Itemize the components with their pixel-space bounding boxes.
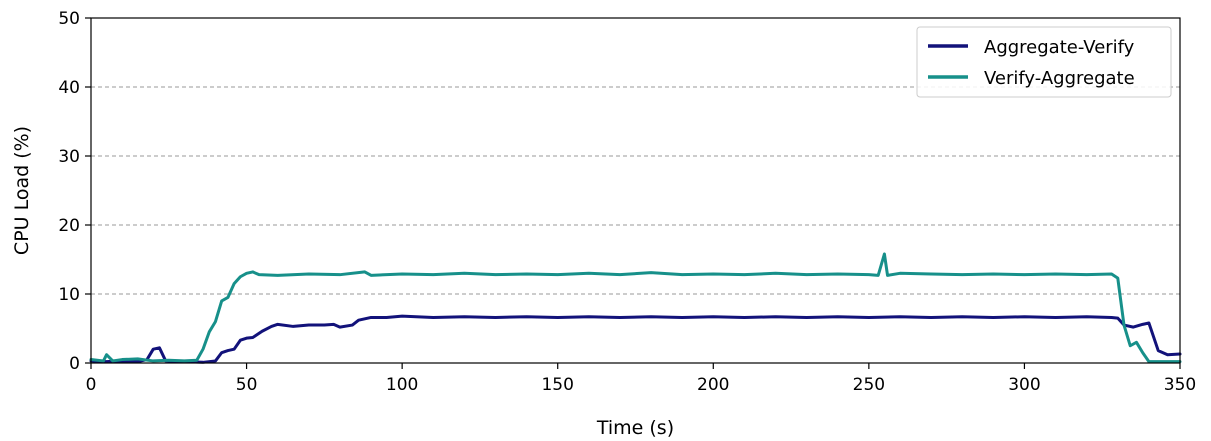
x-tick-label-100: 100 <box>386 375 418 395</box>
tick-labels: 0 50 100 150 200 250 300 350 0 10 20 30 40 50 <box>58 9 1196 395</box>
series-line-verify-aggregate <box>89 252 1182 364</box>
grid-lines <box>91 86 1180 295</box>
legend: Aggregate-Verify Verify-Aggregate <box>916 26 1172 98</box>
y-tick-label-50: 50 <box>58 9 80 29</box>
plot-frame <box>90 17 1181 364</box>
y-tick-label-20: 20 <box>58 216 80 236</box>
y-tick-label-30: 30 <box>58 147 80 167</box>
series-lines <box>89 252 1182 364</box>
y-tick-label-0: 0 <box>69 354 80 374</box>
y-axis-label: CPU Load (%) <box>11 126 33 255</box>
axes <box>85 17 1181 369</box>
legend-label-aggregate-verify: Aggregate-Verify <box>984 37 1135 58</box>
x-tick-label-300: 300 <box>1008 375 1040 395</box>
x-tick-label-200: 200 <box>697 375 729 395</box>
series-line-aggregate-verify <box>89 314 1182 364</box>
x-tick-label-250: 250 <box>853 375 885 395</box>
x-tick-label-350: 350 <box>1164 375 1196 395</box>
y-tick-label-10: 10 <box>58 285 80 305</box>
x-tick-label-50: 50 <box>236 375 258 395</box>
legend-box <box>916 26 1172 98</box>
y-tick-label-40: 40 <box>58 78 80 98</box>
legend-label-verify-aggregate: Verify-Aggregate <box>984 68 1135 89</box>
x-tick-label-0: 0 <box>86 375 97 395</box>
x-axis-label: Time (s) <box>596 417 674 439</box>
x-tick-label-150: 150 <box>541 375 573 395</box>
